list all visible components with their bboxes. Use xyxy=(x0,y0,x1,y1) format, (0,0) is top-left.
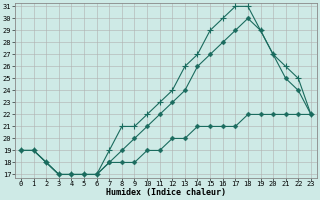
X-axis label: Humidex (Indice chaleur): Humidex (Indice chaleur) xyxy=(106,188,226,197)
